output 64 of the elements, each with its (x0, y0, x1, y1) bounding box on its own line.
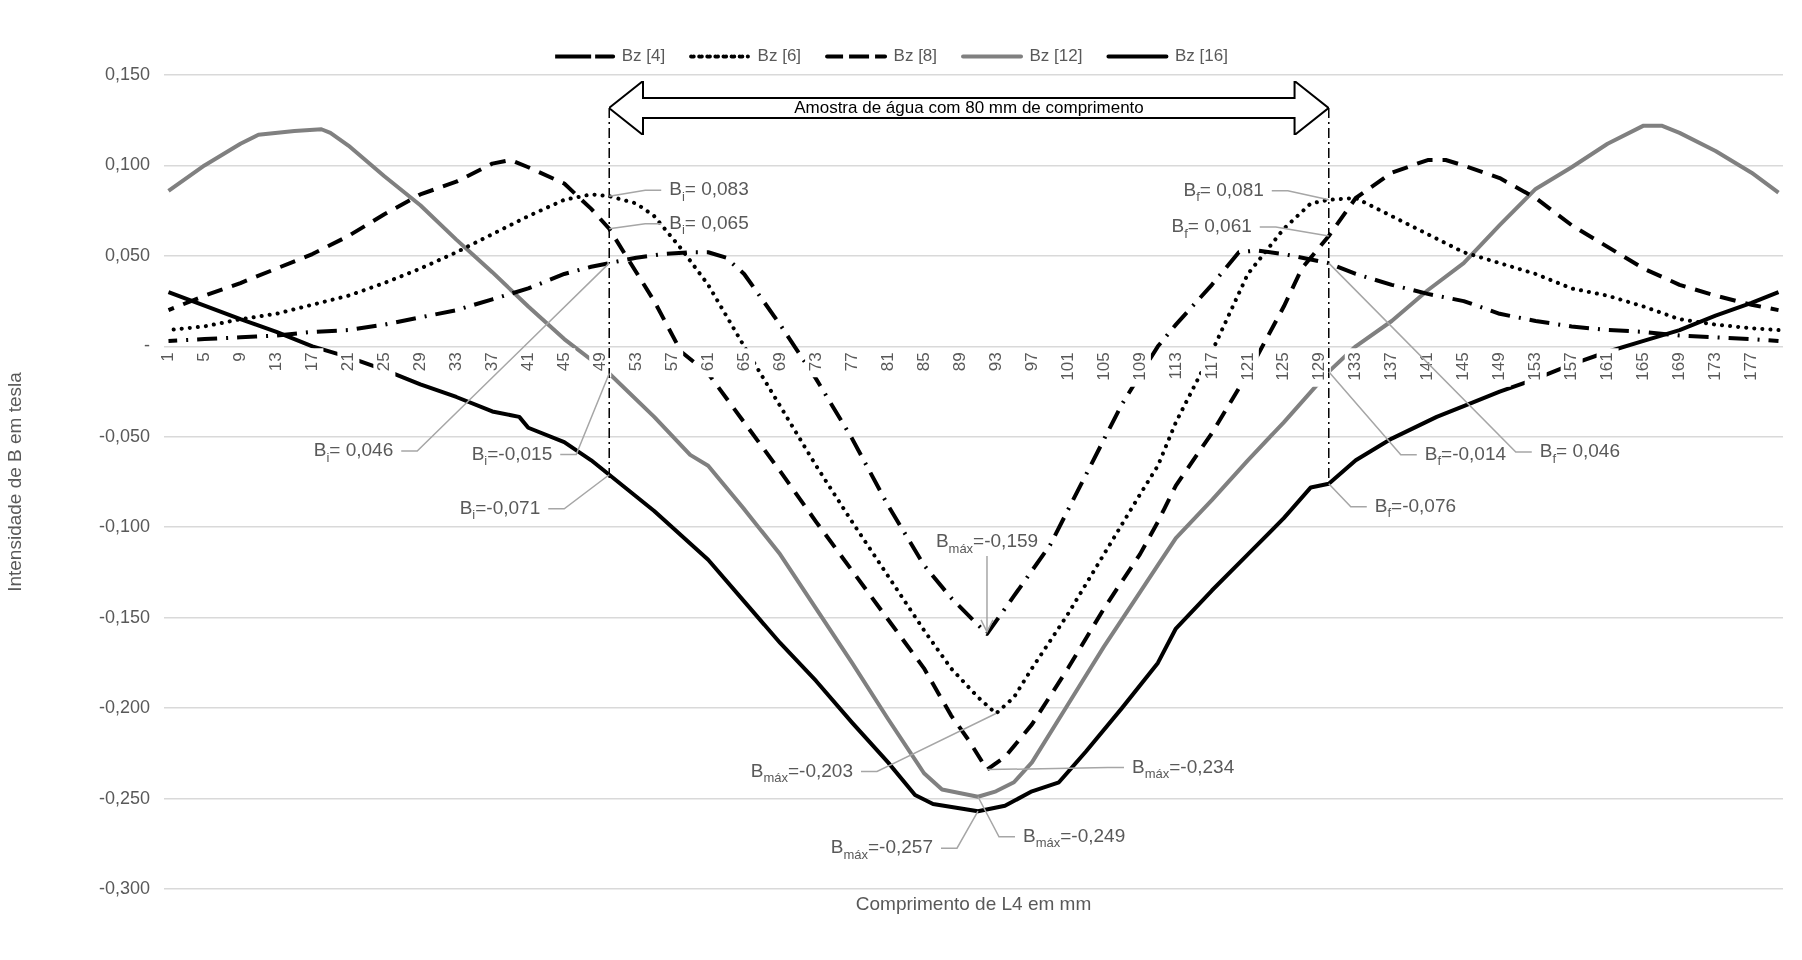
x-tick-label: 29 (410, 352, 430, 372)
x-tick-label: 49 (589, 352, 609, 372)
x-tick-label: 21 (338, 352, 358, 372)
legend-label: Bz [12] (1029, 46, 1083, 66)
x-tick-label: 25 (374, 352, 394, 372)
x-tick-label: 77 (841, 352, 861, 372)
x-tick-label: 117 (1201, 352, 1221, 380)
y-tick-label: -0,250 (98, 787, 150, 808)
legend-label: Bz [4] (621, 46, 666, 66)
annotation: Amostra de água com 80 mm de comprimento (793, 98, 1145, 117)
x-tick-label: 177 (1741, 352, 1761, 381)
legend-label: Bz [8] (893, 46, 938, 66)
x-tick-label: 105 (1093, 352, 1113, 381)
x-tick-label: 113 (1165, 352, 1185, 380)
x-tick-label: 93 (985, 352, 1005, 372)
y-tick-label: -0,200 (98, 697, 150, 718)
x-tick-label: 85 (913, 352, 933, 372)
x-tick-label: 137 (1381, 352, 1401, 381)
x-tick-label: 81 (877, 352, 897, 372)
x-tick-label: 41 (517, 352, 537, 372)
x-tick-label: 73 (805, 352, 825, 372)
x-tick-label: 145 (1453, 352, 1473, 381)
y-tick-label: -0,300 (98, 877, 150, 898)
x-tick-label: 165 (1633, 352, 1653, 381)
x-tick-label: 97 (1021, 352, 1041, 372)
x-tick-label: 153 (1525, 352, 1545, 381)
x-tick-label: 169 (1669, 352, 1689, 381)
x-tick-label: 173 (1705, 352, 1725, 381)
x-tick-label: 5 (194, 352, 214, 362)
y-tick-label: 0,100 (104, 154, 150, 175)
x-tick-label: 57 (661, 352, 681, 372)
x-tick-label: 53 (625, 352, 645, 372)
x-tick-label: 33 (446, 352, 466, 372)
x-tick-label: 121 (1237, 352, 1257, 381)
x-tick-label: 61 (697, 352, 717, 372)
y-tick-label: 0,050 (104, 244, 150, 265)
x-tick-label: 17 (302, 352, 322, 372)
legend-label: Bz [16] (1174, 46, 1228, 66)
x-tick-label: 149 (1489, 352, 1509, 381)
x-tick-label: 69 (769, 352, 789, 372)
x-tick-label: 141 (1417, 352, 1437, 381)
x-tick-label: 9 (230, 352, 250, 362)
x-tick-label: 45 (553, 352, 573, 372)
y-tick-label: - (144, 335, 150, 356)
x-tick-label: 133 (1345, 352, 1365, 381)
y-tick-label: -0,050 (98, 425, 150, 446)
x-tick-label: 89 (949, 352, 969, 372)
x-tick-label: 109 (1129, 352, 1149, 381)
y-tick-label: -0,100 (98, 516, 150, 537)
x-tick-label: 125 (1273, 352, 1293, 381)
y-tick-label: -0,150 (98, 606, 150, 627)
x-tick-label: 65 (733, 352, 753, 372)
x-tick-label: 101 (1057, 352, 1077, 381)
double-arrow: Amostra de água com 80 mm de comprimento (609, 81, 1329, 135)
legend-label: Bz [6] (757, 46, 802, 66)
x-tick-label: 161 (1597, 352, 1617, 381)
x-tick-label: 37 (481, 352, 501, 372)
x-tick-label: 157 (1561, 352, 1581, 381)
x-axis-title: Comprimento de L4 em mm (854, 893, 1093, 915)
y-axis-title: Intensidade de B em tesla (3, 371, 25, 592)
x-tick-label: 1 (158, 352, 178, 362)
x-tick-label: 129 (1309, 352, 1329, 381)
x-tick-label: 13 (266, 352, 286, 372)
y-tick-label: 0,150 (104, 63, 150, 84)
